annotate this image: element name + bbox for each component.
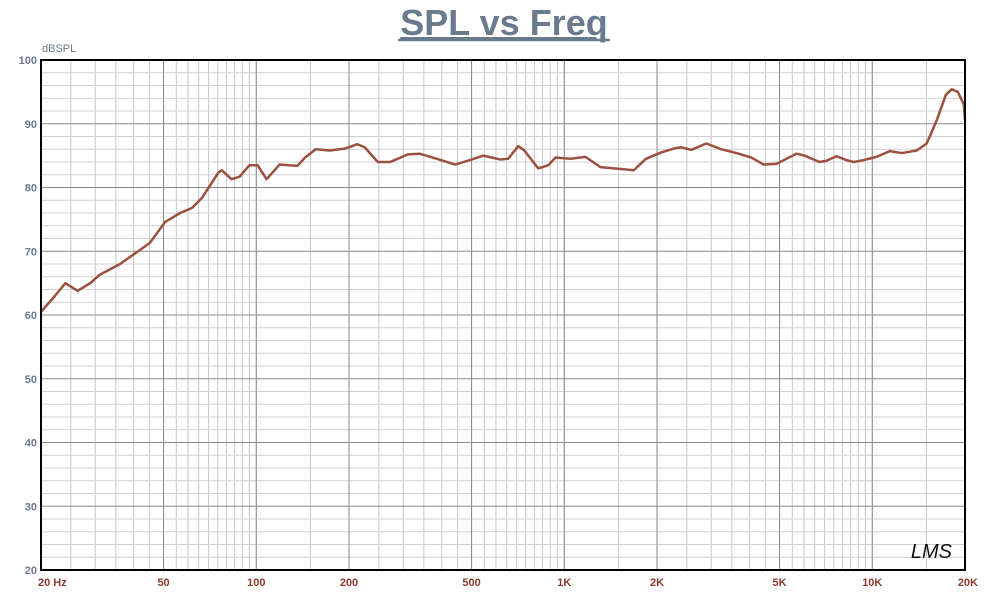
plot-area bbox=[40, 88, 967, 313]
y-tick-label: 40 bbox=[25, 438, 37, 450]
y-tick-label: 100 bbox=[19, 55, 37, 67]
x-tick-label: 20K bbox=[958, 577, 978, 589]
x-tick-label: 1K bbox=[557, 577, 571, 589]
y-tick-label: 80 bbox=[25, 183, 37, 195]
x-tick-label: 10K bbox=[862, 577, 882, 589]
y-tick-label: 60 bbox=[25, 310, 37, 322]
y-tick-label: 70 bbox=[25, 246, 37, 258]
watermark: LMS bbox=[911, 541, 953, 563]
x-tick-label: 20 Hz bbox=[38, 577, 67, 589]
y-tick-label: 90 bbox=[25, 119, 37, 131]
x-tick-label: 500 bbox=[462, 577, 480, 589]
x-tick-label: 200 bbox=[340, 577, 358, 589]
plot-frame bbox=[40, 59, 966, 571]
chart-title: SPL vs Freq bbox=[400, 2, 607, 43]
x-tick-label: 5K bbox=[773, 577, 787, 589]
x-tick-label: 50 bbox=[157, 577, 169, 589]
y-tick-label: 20 bbox=[25, 565, 37, 577]
x-tick-label: 2K bbox=[650, 577, 664, 589]
data-line bbox=[40, 88, 967, 313]
y-tick-label: 50 bbox=[25, 374, 37, 386]
y-axis-label: dBSPL bbox=[42, 43, 76, 55]
y-tick-label: 30 bbox=[25, 501, 37, 513]
grid bbox=[40, 59, 966, 571]
x-tick-label: 100 bbox=[247, 577, 265, 589]
